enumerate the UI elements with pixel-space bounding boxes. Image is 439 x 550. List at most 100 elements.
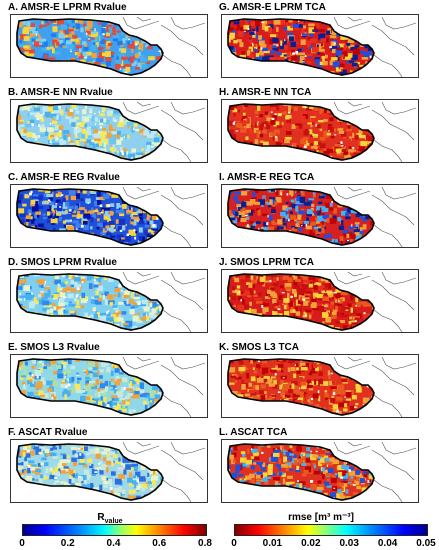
country-border-line — [170, 271, 206, 285]
country-border-line — [333, 441, 371, 455]
colorbar-rvalue-label-main: R — [97, 512, 105, 523]
country-border-line — [136, 441, 152, 447]
map-panel: C. AMSR-E REG Rvalue — [8, 172, 208, 248]
country-border-line — [136, 271, 152, 277]
map-panel: K. SMOS L3 TCA — [219, 342, 419, 418]
country-border-line — [122, 101, 160, 115]
country-border-line — [373, 54, 403, 77]
map-frame — [10, 354, 208, 418]
country-border-line — [136, 356, 152, 362]
country-border-line — [381, 441, 417, 455]
colorbar-tick-label: 0.01 — [262, 538, 283, 549]
panel-title: A. AMSR-E LPRM Rvalue — [8, 2, 127, 13]
map-panel: D. SMOS LPRM Rvalue — [8, 257, 208, 333]
country-border-line — [162, 54, 192, 77]
panel-title: I. AMSR-E REG TCA — [219, 172, 315, 183]
country-border-line — [122, 16, 160, 30]
country-border-line — [170, 441, 206, 455]
panel-title: G. AMSR-E LPRM TCA — [219, 2, 326, 13]
country-border-line — [160, 194, 204, 226]
map-frame — [221, 354, 419, 418]
country-border-line — [162, 479, 192, 502]
region-boundary — [227, 358, 375, 416]
colorbar-tick-label: 0 — [19, 538, 25, 549]
region-boundary — [16, 18, 164, 76]
country-border-line — [122, 186, 160, 200]
country-border-line — [373, 309, 403, 332]
country-border-line — [381, 271, 417, 285]
country-border-line — [347, 356, 363, 362]
region-boundary — [16, 103, 164, 161]
country-border-line — [371, 279, 415, 311]
country-border-line — [373, 394, 403, 417]
country-border-line — [170, 16, 206, 30]
map-panel: G. AMSR-E LPRM TCA — [219, 2, 419, 78]
map-frame — [10, 184, 208, 248]
map-svg — [16, 271, 206, 332]
country-border-line — [347, 271, 363, 277]
map-panel: H. AMSR-E NN TCA — [219, 87, 419, 163]
country-border-line — [373, 224, 403, 247]
panel-title: L. ASCAT TCA — [219, 427, 288, 438]
country-border-line — [371, 109, 415, 141]
region-boundary — [16, 273, 164, 331]
country-border-line — [333, 271, 371, 285]
map-frame — [221, 14, 419, 78]
region-boundary — [227, 18, 375, 76]
country-border-line — [381, 356, 417, 370]
panel-title: D. SMOS LPRM Rvalue — [8, 257, 117, 268]
country-border-line — [170, 356, 206, 370]
map-svg — [227, 356, 417, 417]
colorbar-tick-label: 0 — [231, 538, 237, 549]
map-svg — [16, 356, 206, 417]
colorbar-tick-label: 0.2 — [60, 538, 75, 549]
region-boundary — [16, 443, 164, 501]
region-boundary — [227, 273, 375, 331]
map-panel: E. SMOS L3 Rvalue — [8, 342, 208, 418]
data-field — [17, 19, 163, 75]
map-svg — [16, 16, 206, 77]
region-boundary — [227, 443, 375, 501]
colorbar-tick-label: 0.02 — [301, 538, 321, 549]
panel-title: B. AMSR-E NN Rvalue — [8, 87, 113, 98]
country-border-line — [160, 24, 204, 56]
country-border-line — [381, 16, 417, 30]
country-border-line — [136, 101, 152, 107]
map-svg — [16, 441, 206, 502]
region-boundary — [227, 103, 375, 161]
colorbar-tick-label: 0.8 — [198, 538, 212, 549]
map-panel: L. ASCAT TCA — [219, 427, 419, 503]
country-border-line — [371, 194, 415, 226]
country-border-line — [122, 441, 160, 455]
country-border-line — [333, 101, 371, 115]
country-border-line — [373, 139, 403, 162]
map-svg — [16, 101, 206, 162]
map-frame — [10, 14, 208, 78]
country-border-line — [371, 449, 415, 481]
country-border-line — [162, 139, 192, 162]
region-boundary — [16, 188, 164, 246]
map-svg — [16, 186, 206, 247]
region-boundary — [16, 358, 164, 416]
colorbar-tick-label: 0.03 — [339, 538, 359, 549]
colorbar-rvalue-gradient — [22, 524, 207, 536]
panel-title: J. SMOS LPRM TCA — [219, 257, 315, 268]
country-border-line — [160, 109, 204, 141]
panel-title: E. SMOS L3 Rvalue — [8, 342, 100, 353]
country-border-line — [122, 271, 160, 285]
panel-title: F. ASCAT Rvalue — [8, 427, 88, 438]
country-border-line — [170, 101, 206, 115]
colorbar-rmse-gradient — [234, 524, 428, 536]
colorbar-tick-label: 0.04 — [377, 538, 398, 549]
country-border-line — [333, 356, 371, 370]
colorbar-tick-label: 0.4 — [106, 538, 121, 549]
map-svg — [227, 441, 417, 502]
country-border-line — [333, 186, 371, 200]
map-panel: F. ASCAT Rvalue — [8, 427, 208, 503]
country-border-line — [381, 101, 417, 115]
colorbar-tick-label: 0.6 — [152, 538, 167, 549]
panel-title: H. AMSR-E NN TCA — [219, 87, 312, 98]
country-border-line — [381, 186, 417, 200]
map-panel: B. AMSR-E NN Rvalue — [8, 87, 208, 163]
map-panel: A. AMSR-E LPRM Rvalue — [8, 2, 208, 78]
